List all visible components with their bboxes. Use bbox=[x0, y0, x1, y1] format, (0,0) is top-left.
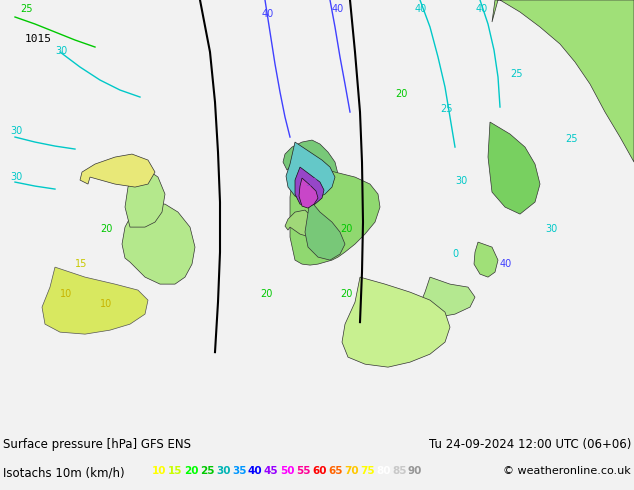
Text: 15: 15 bbox=[168, 466, 183, 476]
Text: 25: 25 bbox=[200, 466, 214, 476]
Text: 50: 50 bbox=[280, 466, 295, 476]
Text: 40: 40 bbox=[332, 4, 344, 14]
Polygon shape bbox=[488, 122, 540, 214]
Polygon shape bbox=[342, 277, 450, 367]
Text: 85: 85 bbox=[392, 466, 406, 476]
Text: 40: 40 bbox=[262, 9, 275, 19]
Text: 20: 20 bbox=[184, 466, 198, 476]
Text: 30: 30 bbox=[10, 126, 22, 136]
Text: 30: 30 bbox=[216, 466, 231, 476]
Text: 20: 20 bbox=[340, 289, 353, 299]
Text: 55: 55 bbox=[296, 466, 311, 476]
Text: 45: 45 bbox=[264, 466, 278, 476]
Text: 35: 35 bbox=[232, 466, 247, 476]
Text: 50: 50 bbox=[305, 178, 318, 188]
Text: 60: 60 bbox=[312, 466, 327, 476]
Polygon shape bbox=[122, 204, 195, 284]
Text: 70: 70 bbox=[344, 466, 359, 476]
Text: Tu 24-09-2024 12:00 UTC (06+06): Tu 24-09-2024 12:00 UTC (06+06) bbox=[429, 438, 631, 451]
Text: 30: 30 bbox=[455, 176, 467, 186]
Polygon shape bbox=[125, 170, 165, 227]
Text: 30: 30 bbox=[545, 224, 557, 234]
Text: 80: 80 bbox=[376, 466, 391, 476]
Polygon shape bbox=[299, 178, 318, 208]
Polygon shape bbox=[492, 0, 634, 162]
Polygon shape bbox=[286, 142, 335, 200]
Polygon shape bbox=[305, 200, 345, 260]
Text: 90: 90 bbox=[408, 466, 422, 476]
Polygon shape bbox=[295, 167, 324, 206]
Text: 15: 15 bbox=[75, 259, 87, 269]
Text: 25: 25 bbox=[20, 4, 32, 14]
Polygon shape bbox=[420, 277, 475, 317]
Text: 40: 40 bbox=[415, 4, 427, 14]
Polygon shape bbox=[474, 242, 498, 277]
Text: 40: 40 bbox=[248, 466, 262, 476]
Polygon shape bbox=[80, 154, 155, 187]
Polygon shape bbox=[42, 267, 148, 334]
Text: © weatheronline.co.uk: © weatheronline.co.uk bbox=[503, 466, 631, 476]
Text: 65: 65 bbox=[328, 466, 342, 476]
Text: 25: 25 bbox=[440, 104, 453, 114]
Text: 20: 20 bbox=[395, 89, 408, 99]
Polygon shape bbox=[290, 162, 380, 265]
Text: 10: 10 bbox=[152, 466, 167, 476]
Text: 20: 20 bbox=[260, 289, 273, 299]
Text: Surface pressure [hPa] GFS ENS: Surface pressure [hPa] GFS ENS bbox=[3, 438, 191, 451]
Text: 0: 0 bbox=[452, 249, 458, 259]
Text: 30: 30 bbox=[55, 46, 67, 56]
Text: Isotachs 10m (km/h): Isotachs 10m (km/h) bbox=[3, 466, 125, 479]
Text: 25: 25 bbox=[510, 69, 522, 79]
Text: 20: 20 bbox=[340, 224, 353, 234]
Text: 40: 40 bbox=[476, 4, 488, 14]
Text: 10: 10 bbox=[60, 289, 72, 299]
Polygon shape bbox=[283, 140, 338, 187]
Text: 40: 40 bbox=[500, 259, 512, 269]
Polygon shape bbox=[285, 210, 315, 237]
Text: 10: 10 bbox=[100, 299, 112, 309]
Text: 1015: 1015 bbox=[25, 34, 52, 44]
Text: 30: 30 bbox=[10, 172, 22, 182]
Text: 25: 25 bbox=[565, 134, 578, 144]
Text: 20: 20 bbox=[100, 224, 112, 234]
Text: 75: 75 bbox=[360, 466, 375, 476]
